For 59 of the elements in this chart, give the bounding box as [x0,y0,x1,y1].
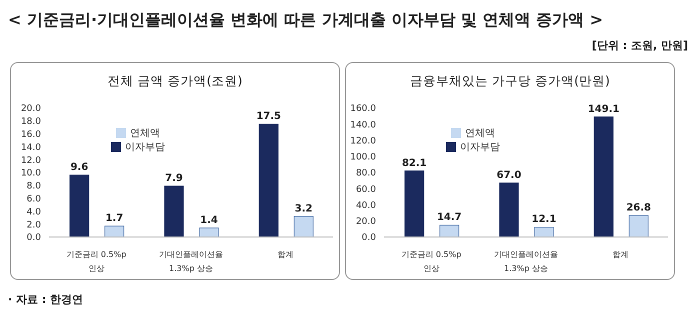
y-tick-label: 14.0 [20,142,42,153]
text: [단위 : 조원, 만원] [592,38,688,53]
x-tick-label: 기대인플레이션율 1.3%p 상승 [159,250,223,273]
data-label: 82.1 [402,158,427,169]
y-tick-label: 80.0 [356,168,376,179]
data-label: 1.7 [105,213,124,224]
bar [199,228,219,237]
y-tick-label: 6.0 [26,194,42,204]
chart-title: 금융부채있는 가구당 증가액(만원) [409,73,611,90]
x-tick-label: 합계 [278,250,294,259]
bar [628,215,648,237]
text: · 자료 : 한경연 [8,292,84,307]
data-label: 12.1 [532,214,556,226]
data-label: 14.7 [436,212,462,224]
y-tick-label: 16.0 [20,130,42,140]
data-label: 26.8 [626,202,652,214]
legend-label: 연체액 [130,128,160,139]
bar [104,226,124,237]
data-label: 149.1 [588,104,620,115]
x-tick-label: 기대인플레이션율 1.3%p 상승 [494,250,558,273]
bar [534,226,554,237]
y-tick-label: 120.0 [350,136,376,146]
data-label: 3.2 [294,203,313,214]
y-tick-label: 2.0 [26,220,42,230]
bar [594,116,614,237]
data-label: 67.0 [496,170,522,181]
y-tick-label: 4.0 [26,207,42,218]
bar [164,186,184,237]
bar [404,170,424,237]
data-label: 1.4 [200,214,218,226]
data-label: 7.9 [165,173,183,184]
y-tick-label: 20.0 [20,104,42,114]
y-tick-label: 12.0 [20,156,42,166]
bar [294,216,314,237]
y-tick-label: 160.0 [350,104,376,114]
bar [440,224,460,237]
y-tick-label: 0.0 [362,233,376,244]
chart-title: 전체 금액 증가액(조원) [106,73,244,90]
y-tick-label: 18.0 [20,117,42,128]
data-label: 9.6 [70,162,88,174]
y-tick-label: 60.0 [356,184,376,195]
x-tick-label: 기준금리 0.5%p 인상 [401,250,462,273]
legend-label: 연체액 [465,128,495,139]
y-tick-label: 0.0 [26,233,42,244]
legend-label: 이자부담 [125,142,165,153]
bar [70,174,90,237]
y-tick-label: 100.0 [350,152,376,163]
data-label: 17.5 [256,111,282,122]
y-tick-label: 20.0 [356,217,376,228]
bar [258,124,278,237]
x-tick-label: 합계 [612,250,629,259]
y-tick-label: 40.0 [356,200,376,211]
text: < 기준금리·기대인플레이션율 변화에 따른 가계대출 이자부담 및 연체액 증가액 > [8,10,604,31]
y-tick-label: 10.0 [20,168,42,179]
x-tick-label: 기준금리 0.5%p 인상 [66,250,126,273]
y-tick-label: 140.0 [350,120,376,130]
legend-label: 이자부담 [460,142,500,153]
y-tick-label: 8.0 [26,182,42,192]
bar [499,182,519,237]
